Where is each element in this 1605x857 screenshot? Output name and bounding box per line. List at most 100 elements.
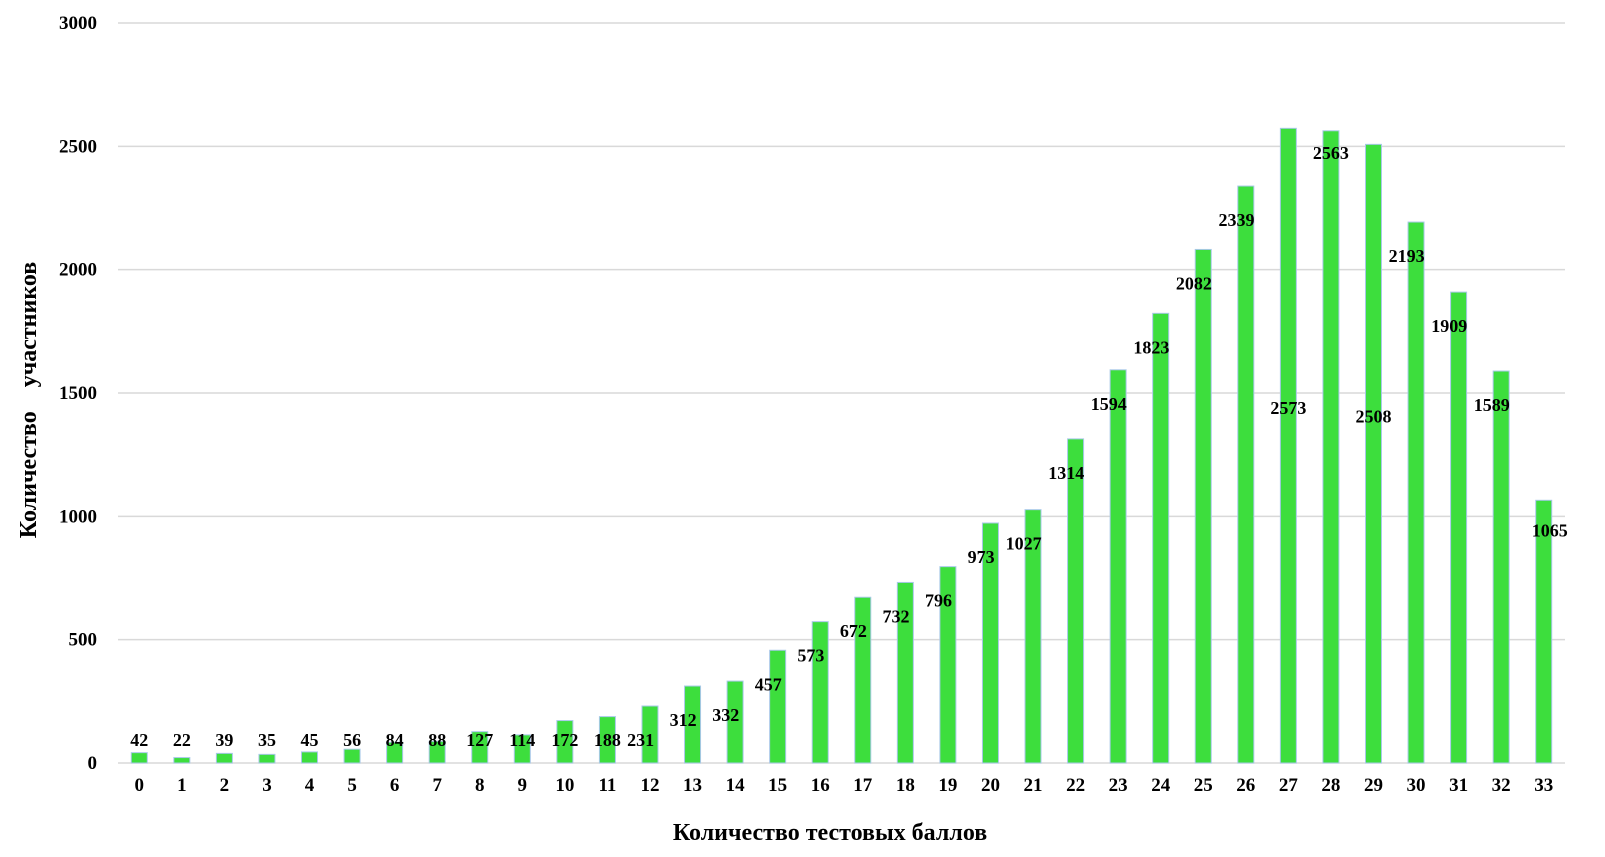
data-label: 457: [755, 674, 782, 694]
x-tick-label: 10: [555, 775, 574, 796]
bar: [1322, 130, 1340, 764]
y-axis-ticks: 0 500 1000 1500 2000 2500 3000: [59, 13, 97, 774]
data-label: 188: [594, 730, 621, 750]
data-label: 2508: [1355, 407, 1391, 427]
bar: [1450, 291, 1468, 764]
data-label: 231: [627, 730, 654, 750]
bar: [1407, 221, 1425, 764]
data-label: 2193: [1389, 246, 1425, 266]
data-label: 973: [968, 547, 995, 567]
data-labels: 42 22 39 35 45 56 84 88 127 114 172 188 231 312 332 457…: [130, 143, 1567, 750]
bar: [1364, 143, 1382, 764]
bar: [598, 716, 616, 764]
y-tick-label: 1500: [59, 383, 97, 404]
bars: [130, 127, 1553, 764]
bar: [258, 753, 276, 764]
data-label: 35: [258, 730, 276, 750]
y-tick-label: 1000: [59, 506, 97, 527]
y-tick-label: 0: [88, 753, 98, 774]
data-label: 672: [840, 621, 867, 641]
data-label: 56: [343, 730, 361, 750]
x-tick-label: 5: [347, 775, 357, 796]
data-label: 573: [797, 646, 824, 666]
x-tick-label: 16: [811, 775, 830, 796]
data-label: 22: [173, 730, 191, 750]
x-tick-label: 14: [726, 775, 746, 796]
data-label: 45: [301, 730, 319, 750]
x-tick-label: 20: [981, 775, 1000, 796]
data-label: 332: [712, 705, 739, 725]
bar: [939, 566, 957, 764]
x-tick-label: 25: [1194, 775, 1213, 796]
data-label: 84: [386, 730, 404, 750]
x-tick-label: 12: [640, 775, 659, 796]
y-tick-label: 3000: [59, 13, 97, 34]
x-axis-ticks: 0 1 2 3 4 5 6 7 8 9 10 11 12 13 14 15 16 17 18 19 20 21 22 23 24…: [135, 775, 1554, 796]
bar: [981, 522, 999, 764]
x-tick-label: 8: [475, 775, 485, 796]
data-label: 127: [466, 730, 493, 750]
bar: [386, 741, 404, 764]
data-label: 42: [130, 730, 148, 750]
x-tick-label: 27: [1279, 775, 1299, 796]
x-tick-label: 33: [1534, 775, 1553, 796]
grid-lines: [118, 22, 1565, 764]
data-label: 2563: [1313, 143, 1349, 163]
x-tick-label: 30: [1407, 775, 1426, 796]
x-tick-label: 22: [1066, 775, 1085, 796]
bar: [896, 581, 914, 764]
bar: [556, 720, 574, 764]
bar: [215, 752, 233, 764]
data-label: 88: [428, 730, 446, 750]
bar: [428, 740, 446, 764]
bar: [513, 734, 531, 764]
y-tick-label: 2000: [59, 260, 97, 281]
bar: [726, 680, 744, 764]
bar: [301, 751, 319, 764]
x-tick-label: 23: [1109, 775, 1128, 796]
bar: [1109, 369, 1127, 764]
bar: [1067, 438, 1085, 764]
x-tick-label: 31: [1449, 775, 1468, 796]
x-tick-label: 3: [262, 775, 272, 796]
x-tick-label: 29: [1364, 775, 1383, 796]
data-label: 1027: [1006, 534, 1042, 554]
bar: [173, 757, 191, 764]
bar: [1194, 248, 1212, 764]
bar: [130, 752, 148, 764]
data-label: 2573: [1270, 398, 1306, 418]
data-label: 1314: [1048, 463, 1084, 483]
x-tick-label: 7: [432, 775, 442, 796]
bar: [1024, 509, 1042, 764]
y-tick-label: 500: [69, 630, 98, 651]
bar: [769, 649, 787, 764]
x-tick-label: 11: [598, 775, 616, 796]
data-label: 1909: [1431, 316, 1467, 336]
x-tick-label: 26: [1236, 775, 1255, 796]
data-label: 172: [551, 730, 578, 750]
x-axis-title: Количество тестовых баллов: [673, 820, 987, 846]
x-tick-label: 0: [135, 775, 145, 796]
data-label: 796: [925, 591, 952, 611]
bar: [811, 621, 829, 764]
x-tick-label: 2: [220, 775, 230, 796]
bar: [684, 685, 702, 764]
x-tick-label: 15: [768, 775, 787, 796]
data-label: 39: [215, 730, 233, 750]
data-label: 732: [882, 606, 909, 626]
bar: [1237, 185, 1255, 764]
x-tick-label: 19: [938, 775, 957, 796]
x-tick-label: 17: [853, 775, 873, 796]
x-tick-label: 32: [1492, 775, 1511, 796]
x-tick-label: 13: [683, 775, 702, 796]
bar: [471, 731, 489, 764]
x-tick-label: 18: [896, 775, 915, 796]
data-label: 1065: [1532, 520, 1568, 540]
data-label: 1594: [1091, 394, 1127, 414]
bar: [343, 748, 361, 764]
bar: [1279, 127, 1297, 764]
bar: [641, 705, 659, 764]
y-tick-label: 2500: [59, 136, 97, 157]
bar: [1535, 499, 1553, 764]
